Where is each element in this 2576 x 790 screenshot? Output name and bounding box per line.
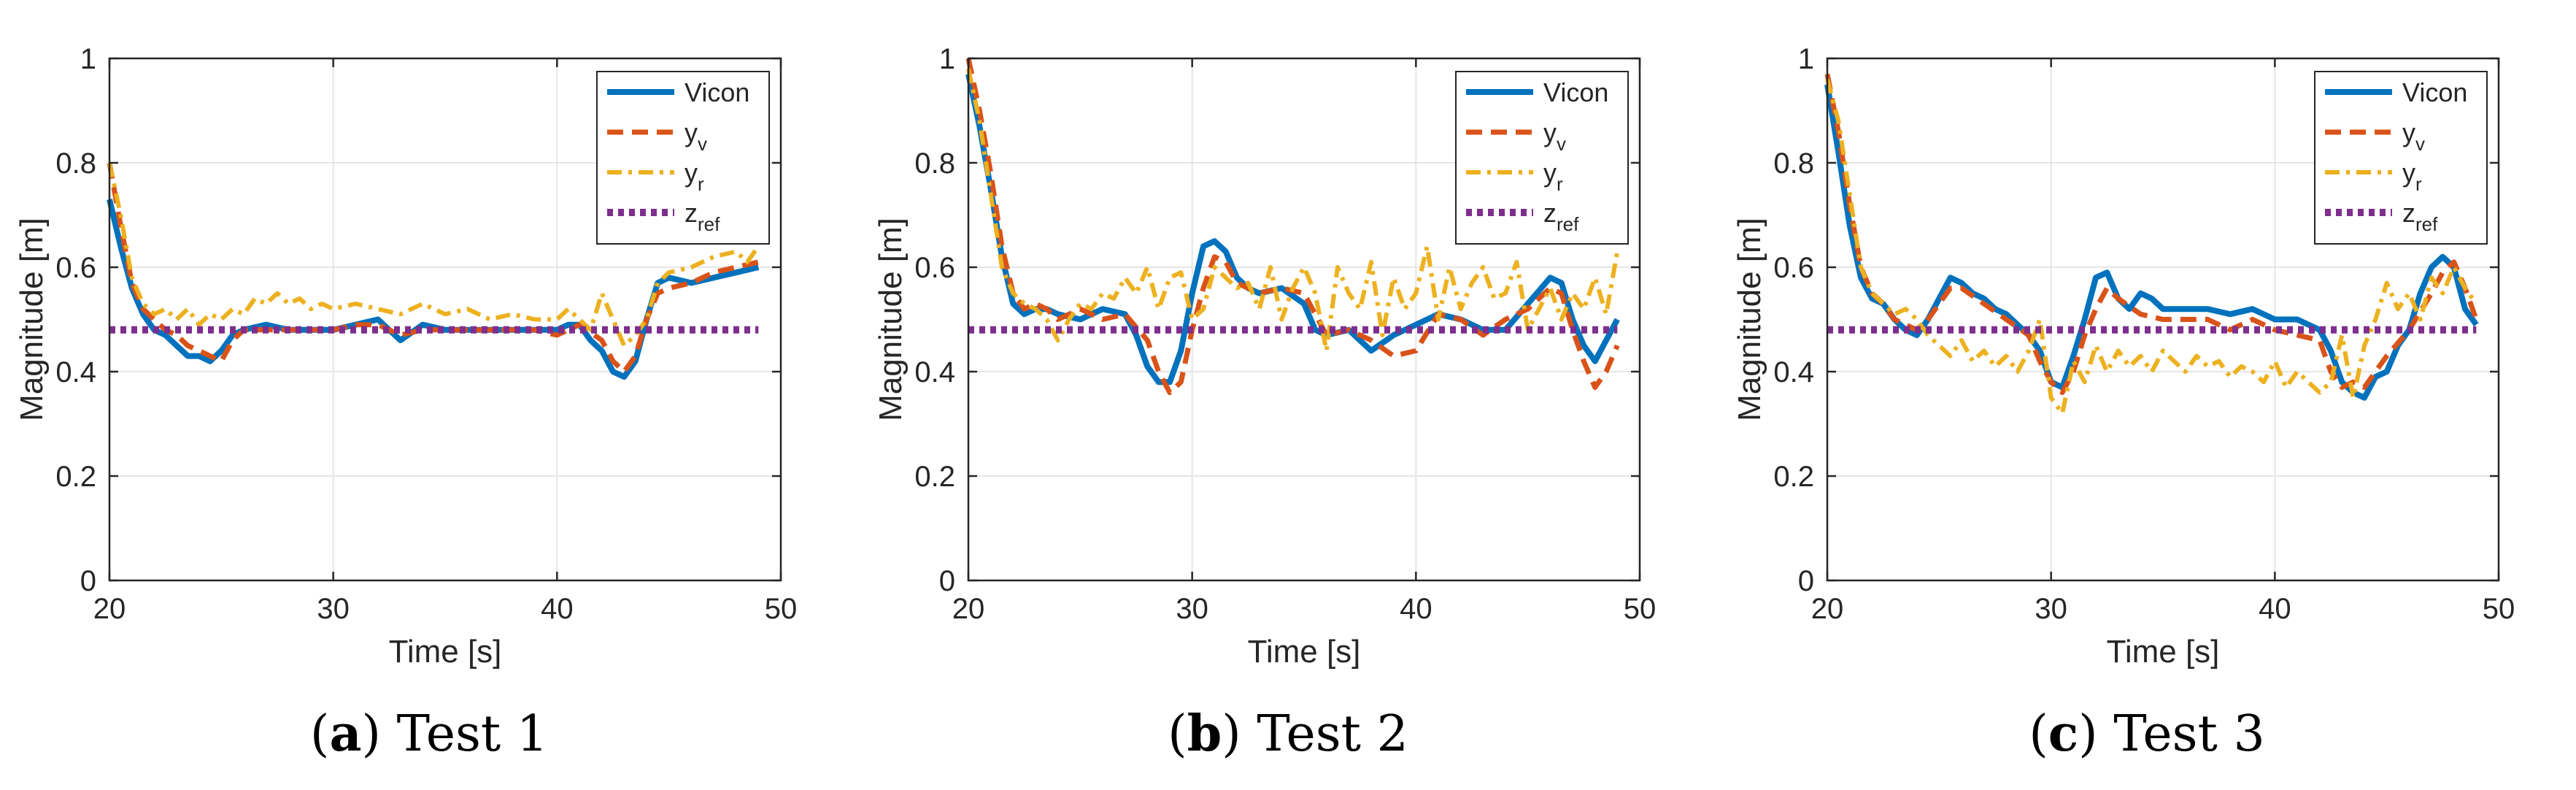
legend-box bbox=[596, 71, 770, 245]
y-tick-label: 0.6 bbox=[55, 252, 96, 284]
caption-letter: b bbox=[1187, 705, 1222, 763]
series-line-y-r bbox=[966, 68, 1620, 353]
legend-label: Vicon bbox=[2402, 77, 2467, 107]
y-tick-label: 0.6 bbox=[914, 252, 955, 284]
x-tick-label: 50 bbox=[1624, 593, 1657, 625]
x-tick-label: 40 bbox=[1400, 593, 1432, 625]
x-tick-label: 20 bbox=[1811, 593, 1844, 625]
x-axis-label: Time [s] bbox=[2107, 634, 2220, 670]
chart-b: 20 30 40 50 0 0.2 0.4 0.6 0.8 1 Time [s] Magnitude … bbox=[873, 43, 1657, 670]
axes-box bbox=[108, 57, 782, 582]
y-tick-label: 0.4 bbox=[55, 356, 96, 388]
x-tick-label: 40 bbox=[2259, 593, 2291, 625]
x-axis-label: Time [s] bbox=[389, 634, 502, 670]
caption-a: (a) Test 1 bbox=[309, 705, 549, 763]
caption-letter: a bbox=[329, 705, 362, 763]
x-tick-label: 40 bbox=[541, 593, 574, 625]
x-tick-label: 20 bbox=[952, 593, 985, 625]
series-line-y-r bbox=[107, 162, 760, 348]
x-axis-label: Time [s] bbox=[1248, 634, 1361, 670]
x-tick-label: 50 bbox=[765, 593, 798, 625]
axes-box bbox=[967, 57, 1641, 582]
caption-text: Test 2 bbox=[1257, 705, 1408, 763]
x-tick-label: 30 bbox=[1176, 593, 1208, 625]
series-line-y-v bbox=[107, 162, 760, 375]
y-tick-label: 0.6 bbox=[1773, 252, 1814, 284]
y-tick-label: 0 bbox=[939, 565, 955, 597]
caption-text: Test 1 bbox=[396, 705, 549, 763]
y-axis-label: Magnitude [m] bbox=[14, 218, 50, 421]
legend-box bbox=[2314, 71, 2488, 245]
y-tick-label: 0.2 bbox=[55, 461, 96, 493]
chart-panel-c: 20 30 40 50 0 0.2 0.4 0.6 0.8 1 Time [s] Magnitude … bbox=[1718, 0, 2576, 790]
y-tick-label: 0.4 bbox=[1773, 356, 1814, 388]
y-tick-label: 1 bbox=[939, 43, 955, 75]
chart-c: 20 30 40 50 0 0.2 0.4 0.6 0.8 1 Time [s] Magnitude … bbox=[1732, 43, 2515, 670]
caption-c: (c) Test 3 bbox=[2029, 705, 2265, 763]
caption-b: (b) Test 2 bbox=[1168, 705, 1408, 763]
y-tick-label: 0 bbox=[1798, 565, 1814, 597]
y-tick-label: 0.2 bbox=[1773, 461, 1814, 493]
x-tick-label: 30 bbox=[2035, 593, 2067, 625]
x-tick-label: 20 bbox=[93, 593, 126, 625]
x-tick-label: 30 bbox=[317, 593, 350, 625]
legend-box bbox=[1455, 71, 1629, 245]
y-tick-label: 0.2 bbox=[914, 461, 955, 493]
y-tick-label: 1 bbox=[1798, 43, 1814, 75]
chart-a: 20 30 40 50 0 0.2 0.4 0.6 0.8 1 Time [s] Magnitude … bbox=[14, 43, 798, 670]
y-tick-label: 1 bbox=[80, 43, 96, 75]
legend-label: Vicon bbox=[1543, 77, 1608, 107]
y-tick-label: 0.8 bbox=[1773, 147, 1814, 180]
y-tick-label: 0.4 bbox=[914, 356, 955, 388]
y-tick-label: 0 bbox=[80, 565, 96, 597]
chart-panel-b: 20 30 40 50 0 0.2 0.4 0.6 0.8 1 Time [s] Magnitude … bbox=[859, 0, 1717, 790]
series-line-y-v bbox=[965, 58, 1620, 396]
axes-box bbox=[1826, 57, 2500, 582]
series-line-y-r bbox=[1825, 78, 2478, 416]
y-axis-label: Magnitude [m] bbox=[1732, 218, 1767, 421]
y-tick-label: 0.8 bbox=[55, 147, 96, 180]
legend-label: Vicon bbox=[685, 77, 749, 107]
x-tick-label: 50 bbox=[2483, 593, 2515, 625]
y-tick-label: 0.8 bbox=[914, 147, 955, 180]
y-axis-label: Magnitude [m] bbox=[873, 218, 909, 421]
caption-letter: c bbox=[2048, 705, 2079, 763]
caption-text: Test 3 bbox=[2113, 705, 2265, 763]
chart-panel-a: 20 30 40 50 0 0.2 0.4 0.6 0.8 1 Time [s] Magnitude … bbox=[0, 0, 858, 790]
